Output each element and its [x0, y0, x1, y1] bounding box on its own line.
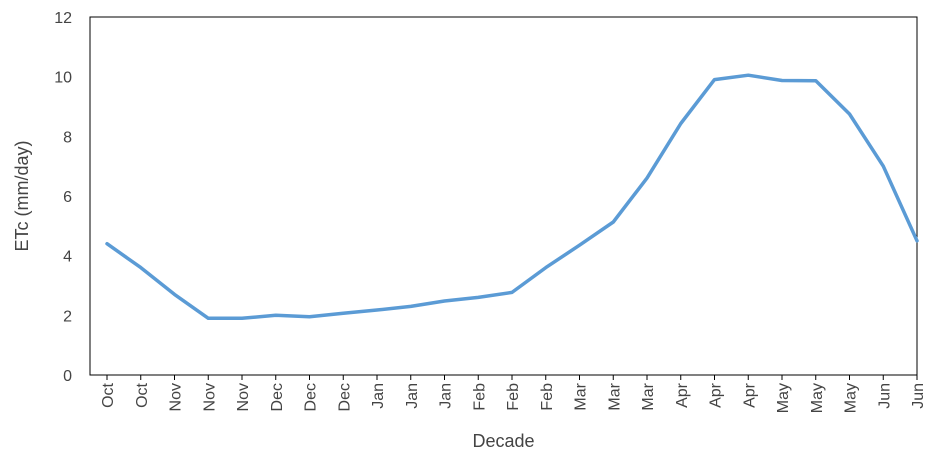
- x-tick-label: Nov: [201, 383, 218, 411]
- plot-border: [89, 16, 918, 376]
- x-tick-label: Mar: [640, 382, 657, 410]
- x-axis-title: Decade: [472, 431, 534, 451]
- x-tick-label: Nov: [168, 383, 185, 411]
- x-tick-label: Jun: [910, 383, 925, 409]
- x-tick-label: Dec: [269, 383, 286, 411]
- x-tick-label: May: [775, 383, 792, 413]
- x-tick-label: Oct: [134, 382, 151, 407]
- series-line: [105, 73, 919, 321]
- x-tick-label: Feb: [471, 383, 488, 411]
- y-tick-label: 6: [63, 189, 72, 206]
- y-axis-title: ETc (mm/day): [12, 140, 32, 251]
- x-tick-label: Feb: [539, 383, 556, 411]
- y-tick-label: 10: [54, 70, 72, 87]
- y-tick-label: 4: [63, 249, 72, 266]
- x-axis-ticks: Oct Oct Nov Nov Nov Dec Dec Dec Jan Jan Jan Feb Feb F…: [100, 375, 925, 413]
- x-tick-label: Nov: [235, 383, 252, 411]
- series-layer: [105, 73, 919, 321]
- x-tick-label: Jan: [438, 383, 455, 409]
- x-tick-label: Dec: [303, 383, 320, 411]
- x-tick-label: Jun: [876, 383, 893, 409]
- y-tick-label: 2: [63, 308, 72, 325]
- x-tick-label: Jan: [404, 383, 421, 409]
- x-tick-label: Feb: [505, 383, 522, 411]
- x-tick-label: May: [809, 383, 826, 413]
- x-tick-label: Mar: [573, 382, 590, 410]
- x-tick-label: Dec: [336, 383, 353, 411]
- x-tick-label: Mar: [606, 382, 623, 410]
- plot-frame: [89, 16, 918, 376]
- x-tick-label: May: [843, 383, 860, 413]
- x-tick-label: Jan: [370, 383, 387, 409]
- x-tick-label: Oct: [100, 382, 117, 407]
- y-tick-label: 8: [63, 129, 72, 146]
- x-tick-label: Apr: [741, 382, 758, 408]
- y-tick-label: 12: [54, 10, 72, 27]
- x-tick-label: Apr: [708, 382, 725, 408]
- x-tick-label: Apr: [674, 382, 691, 408]
- y-tick-label: 0: [63, 368, 72, 385]
- y-axis-ticks: 0 2 4 6 8 10 12: [54, 10, 72, 385]
